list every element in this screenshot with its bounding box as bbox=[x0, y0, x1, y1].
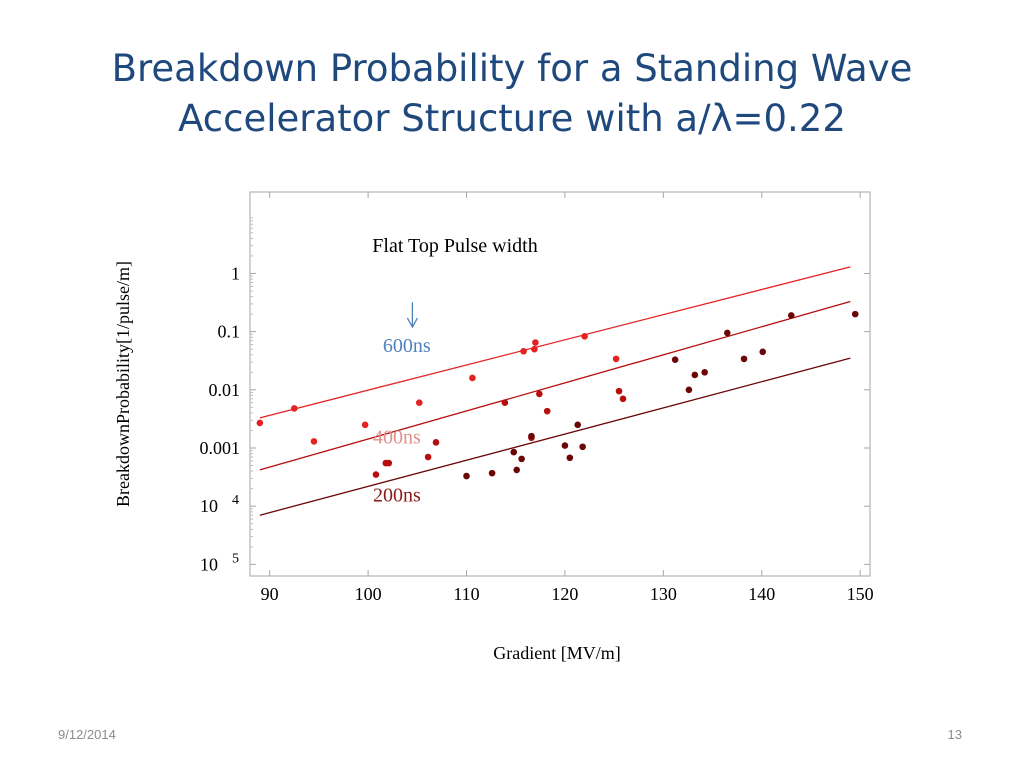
point-200ns-11 bbox=[685, 386, 693, 394]
point-600ns-3 bbox=[361, 421, 369, 429]
series-label-200ns: 200ns bbox=[373, 485, 421, 507]
y-tick-label-5: 10 bbox=[200, 554, 218, 574]
point-200ns-1 bbox=[488, 469, 496, 477]
x-tick-label-150: 150 bbox=[847, 584, 874, 604]
point-400ns-5 bbox=[501, 399, 509, 407]
point-400ns-10 bbox=[619, 395, 627, 403]
x-tick-label-130: 130 bbox=[650, 584, 677, 604]
title-line-1: Breakdown Probability for a Standing Wav… bbox=[111, 47, 913, 90]
point-200ns-18 bbox=[851, 310, 859, 318]
x-tick-label-140: 140 bbox=[748, 584, 775, 604]
y-axis-label: BreakdownProbability[1/pulse/m] bbox=[113, 261, 133, 507]
point-600ns-2 bbox=[310, 438, 318, 445]
fit-line-400ns bbox=[259, 300, 851, 471]
y-tick-label-1: 0.1 bbox=[218, 322, 241, 342]
plot-frame bbox=[249, 191, 871, 577]
point-200ns-5 bbox=[528, 432, 535, 440]
point-600ns-9 bbox=[581, 333, 588, 340]
annotation-header: Flat Top Pulse width bbox=[372, 235, 537, 257]
slide-page-number: 13 bbox=[947, 727, 962, 742]
x-tick-label-100: 100 bbox=[355, 584, 382, 604]
y-tick-label-0: 1 bbox=[231, 263, 240, 283]
fit-line-200ns bbox=[259, 357, 851, 516]
point-200ns-6 bbox=[561, 442, 569, 449]
point-600ns-7 bbox=[531, 345, 538, 353]
y-tick-label-4: 10 bbox=[200, 496, 218, 516]
point-600ns-8 bbox=[532, 339, 539, 346]
y-tick-exponent-5: 5 bbox=[232, 551, 239, 566]
annotation-arrow-head bbox=[406, 317, 418, 329]
data-points bbox=[256, 310, 859, 480]
point-200ns-12 bbox=[691, 371, 699, 379]
point-200ns-13 bbox=[701, 369, 708, 376]
slide-title: Breakdown Probability for a Standing Wav… bbox=[40, 44, 984, 144]
slide-date: 9/12/2014 bbox=[58, 727, 116, 742]
point-400ns-3 bbox=[424, 453, 432, 461]
y-tick-label-3: 0.001 bbox=[200, 438, 241, 458]
title-line-2: Accelerator Structure with a/λ=0.22 bbox=[178, 97, 846, 140]
point-600ns-1 bbox=[290, 405, 298, 412]
point-400ns-4 bbox=[432, 439, 440, 446]
point-600ns-4 bbox=[415, 399, 423, 407]
x-tick-label-90: 90 bbox=[261, 584, 279, 604]
y-tick-label-2: 0.01 bbox=[209, 380, 241, 400]
y-tick-exponent-4: 4 bbox=[232, 493, 239, 508]
point-200ns-0 bbox=[463, 472, 470, 480]
x-tick-label-120: 120 bbox=[551, 584, 578, 604]
point-400ns-7 bbox=[536, 390, 543, 398]
point-200ns-2 bbox=[510, 448, 518, 456]
x-axis-label: Gradient [MV/m] bbox=[493, 643, 620, 663]
series-label-600ns: 600ns bbox=[383, 335, 431, 357]
fit-line-600ns bbox=[259, 266, 851, 419]
point-400ns-9 bbox=[615, 387, 623, 395]
point-200ns-3 bbox=[513, 466, 520, 474]
point-200ns-16 bbox=[759, 348, 767, 356]
fit-lines bbox=[259, 266, 851, 516]
point-200ns-17 bbox=[787, 312, 795, 319]
point-200ns-10 bbox=[671, 356, 679, 363]
point-400ns-8 bbox=[543, 407, 551, 415]
point-200ns-4 bbox=[518, 455, 525, 463]
point-200ns-7 bbox=[566, 454, 574, 462]
point-200ns-15 bbox=[740, 355, 748, 363]
x-tick-label-110: 110 bbox=[453, 584, 479, 604]
point-200ns-9 bbox=[579, 443, 586, 451]
point-600ns-10 bbox=[612, 355, 620, 363]
point-400ns-0 bbox=[372, 471, 380, 478]
point-400ns-2 bbox=[385, 459, 393, 467]
point-600ns-6 bbox=[520, 347, 527, 355]
x-axis-ticks: 90 100 110 120 130 140 150 bbox=[261, 192, 874, 604]
point-600ns-5 bbox=[469, 374, 476, 382]
point-200ns-8 bbox=[574, 421, 582, 429]
point-600ns-0 bbox=[256, 419, 264, 427]
series-label-400ns: 400ns bbox=[373, 426, 421, 448]
point-200ns-14 bbox=[724, 329, 731, 337]
y-axis-ticks: 1 0.1 0.01 0.001 10 4 10 5 bbox=[200, 217, 870, 574]
